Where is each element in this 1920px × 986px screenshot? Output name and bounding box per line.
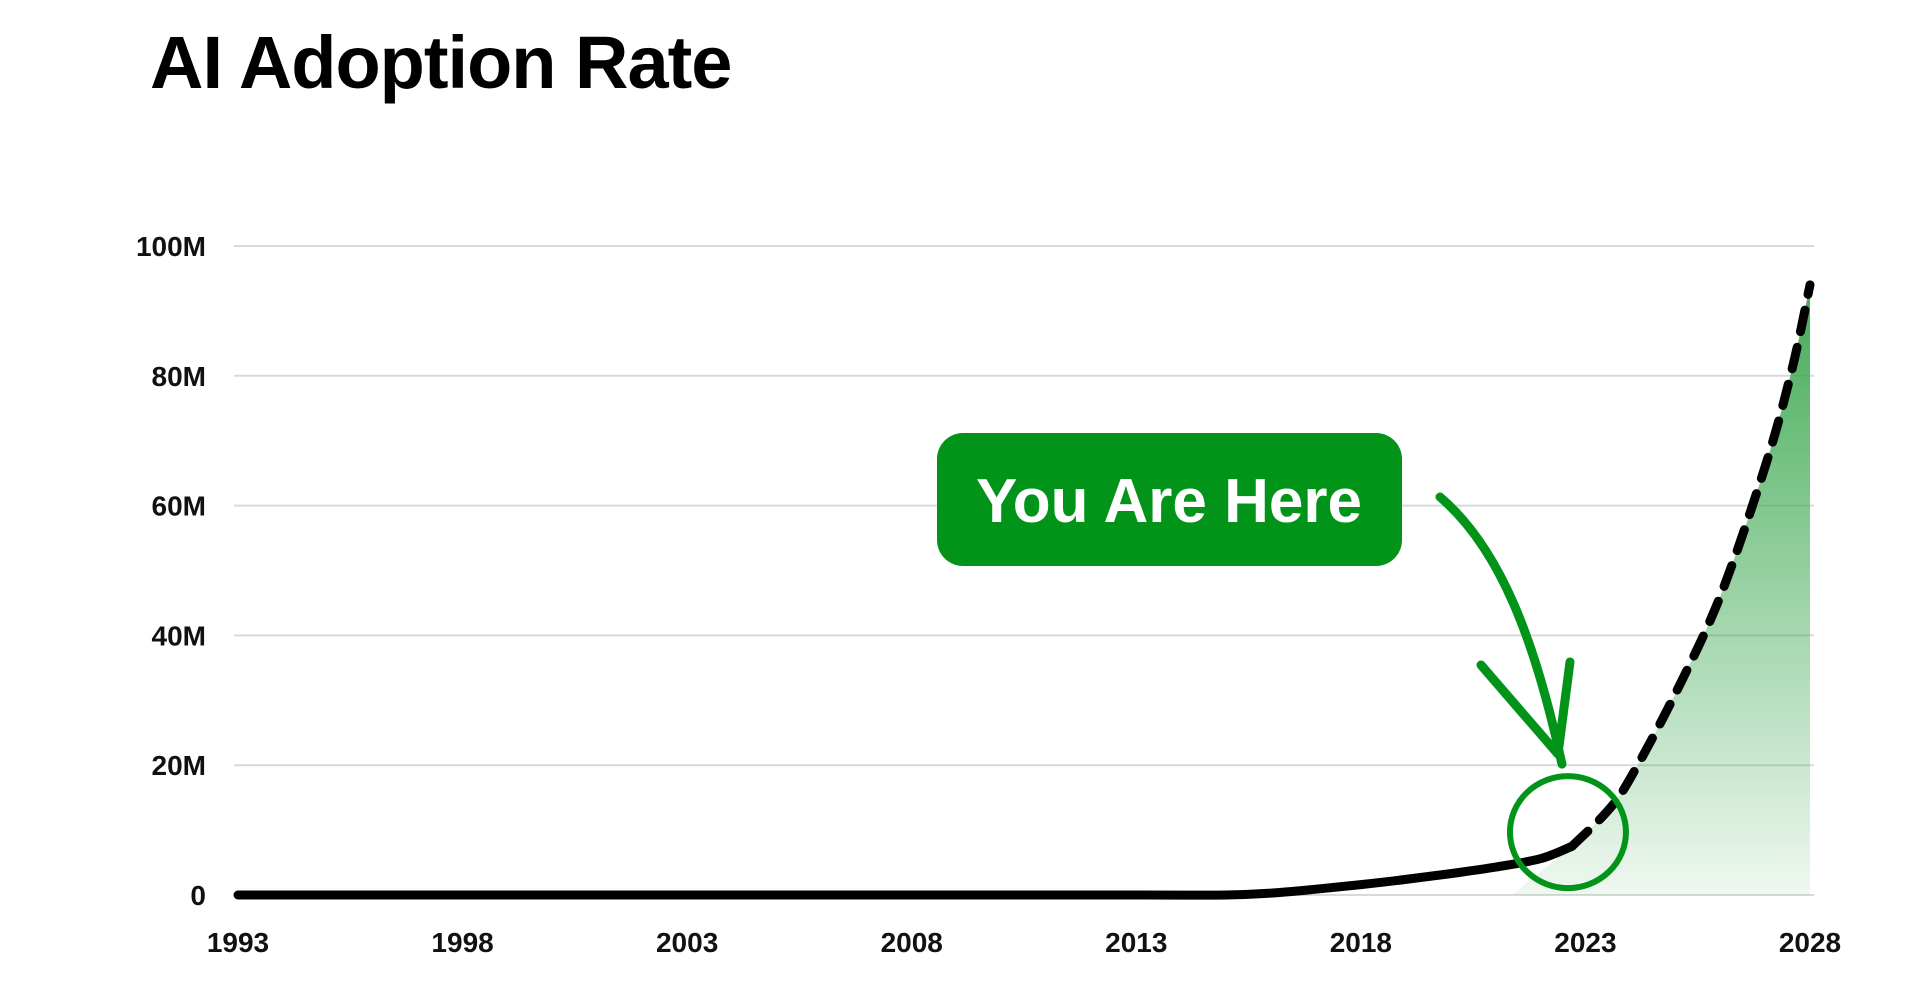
x-tick-label: 2008: [881, 927, 943, 958]
arrow-head: [1476, 657, 1575, 759]
arrow-shaft: [1435, 492, 1567, 769]
series-line-actual: [233, 841, 1577, 900]
y-tick-label: 20M: [152, 750, 206, 781]
highlight-circle: [1506, 773, 1629, 892]
y-tick-label: 80M: [152, 361, 206, 392]
x-tick-label: 2003: [656, 927, 718, 958]
y-tick-label: 100M: [136, 231, 206, 262]
you-are-here-label: You Are Here: [976, 467, 1362, 536]
projection-area-fill: [1512, 284, 1810, 895]
x-tick-label: 1998: [431, 927, 493, 958]
you-are-here-callout-box: [937, 433, 1402, 566]
y-tick-label: 60M: [152, 491, 206, 522]
area-fill-layer: [1512, 284, 1810, 895]
x-axis-ticks: 1993 1998 2003 2008 2013 2018 2023 2028: [207, 927, 1841, 958]
you-are-here-annotation: You Are Here: [937, 433, 1629, 892]
x-tick-label: 2018: [1330, 927, 1392, 958]
gridlines: [234, 245, 1814, 896]
chart-title: AI Adoption Rate: [150, 21, 732, 104]
x-tick-label: 1993: [207, 927, 269, 958]
y-tick-label: 40M: [152, 620, 206, 651]
y-axis-ticks: 0 20M 40M 60M 80M 100M: [136, 231, 206, 911]
y-tick-label: 0: [190, 880, 206, 911]
x-tick-label: 2023: [1554, 927, 1616, 958]
x-tick-label: 2013: [1105, 927, 1167, 958]
x-tick-label: 2028: [1779, 927, 1841, 958]
